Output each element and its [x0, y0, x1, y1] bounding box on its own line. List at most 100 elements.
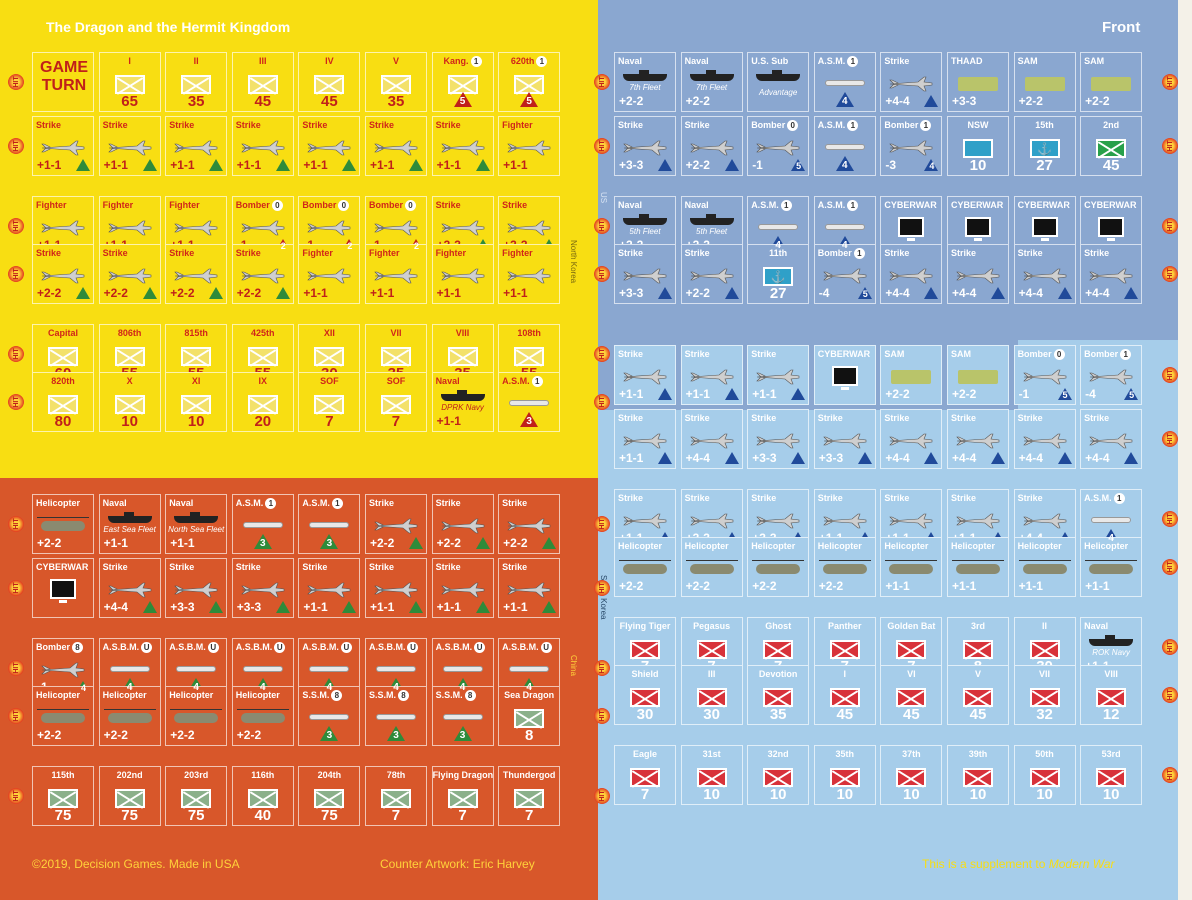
unit-symbol-icon: [630, 688, 660, 707]
counter: Helicopter +1-1: [946, 537, 1009, 597]
range-number: 3: [526, 416, 532, 427]
range-number: 2: [347, 241, 353, 251]
counter: Strike +4-4: [880, 244, 943, 304]
counter-label-text: 820th: [51, 376, 75, 386]
counter: Bomber 1 -4 5: [813, 244, 876, 304]
counter-label-text: A.S.M.: [817, 56, 846, 66]
counter-label: Strike: [369, 498, 394, 508]
counter-label: Strike: [103, 562, 128, 572]
counter-value: +2-2: [951, 387, 977, 401]
hit-marker-icon: HIT: [1160, 685, 1180, 705]
counter: Bomber 0 -1 5: [747, 116, 810, 176]
counter-value: +4-4: [685, 451, 710, 465]
counter-badge: 8: [397, 690, 409, 701]
missile-icon: [309, 666, 350, 672]
counter-value: +2-2: [685, 286, 710, 300]
counter-strength: 7: [325, 413, 334, 430]
counter: SOF 7: [364, 372, 427, 432]
counter-label-text: Strike: [235, 562, 261, 572]
counter-label: Strike: [884, 413, 909, 423]
range-triangle-icon: [990, 287, 1005, 299]
counter-label-text: 2nd: [1103, 120, 1120, 130]
counter-strength: 30: [636, 706, 654, 723]
counter: Strike +4-4: [880, 52, 943, 112]
counter-label-text: Capital: [47, 328, 78, 338]
counter-value: -1: [1018, 387, 1030, 401]
counter-label: A.S.B.M. U: [369, 642, 419, 653]
counter-label: Bomber 0: [751, 120, 799, 131]
counter-value: +2-2: [1085, 94, 1110, 108]
counter-label: Naval: [103, 498, 127, 508]
counter-label-text: A.S.B.M.: [368, 642, 406, 652]
hit-marker-icon: HIT: [592, 514, 612, 534]
counter-strength: 7: [391, 807, 401, 824]
counter-value: +3-3: [818, 451, 844, 465]
counter-label: A.S.M. 1: [502, 376, 543, 387]
counter: A.S.M. 1 4: [813, 116, 876, 176]
counter-strength: 10: [769, 786, 787, 803]
counter-badge: 1: [531, 376, 543, 387]
counter-label-text: Fighter: [169, 200, 200, 210]
counter-value: +1-1: [303, 600, 328, 614]
unit-symbol-icon: [247, 789, 278, 808]
counter-label: A.S.B.M. U: [236, 642, 286, 653]
counter: Strike +4-4: [946, 409, 1009, 469]
counter: Devotion 35: [747, 665, 810, 725]
counter-label-text: Strike: [1017, 493, 1043, 503]
counter-label: Strike: [751, 493, 776, 503]
aircraft-icon: [1022, 267, 1068, 285]
counter-strength: 32: [1036, 706, 1053, 723]
counter-label-text: 50th: [1035, 749, 1054, 759]
counter: Strike +2-2: [498, 494, 561, 554]
counter-value: +2-2: [37, 536, 62, 550]
counter: V 35: [364, 52, 427, 112]
counter: 37th 10: [880, 745, 943, 805]
range-triangle-icon: [724, 452, 739, 464]
counter-label: CYBERWAR: [1084, 200, 1136, 210]
counter-label-text: Shield: [631, 669, 659, 679]
counter-label: S.S.M. 8: [302, 690, 343, 701]
missile-icon: [309, 714, 350, 720]
ship-icon: [1089, 635, 1134, 646]
range-number: 4: [842, 160, 848, 171]
counter-label: CYBERWAR: [818, 349, 870, 359]
unit-symbol-icon: [48, 347, 78, 366]
counter-strength: 20: [254, 413, 272, 430]
counter-badge: 0: [271, 200, 283, 211]
counter: Helicopter +2-2: [165, 686, 228, 746]
counter-label: Strike: [884, 493, 909, 503]
unit-symbol-icon: [763, 688, 794, 707]
counter-value: +2-2: [236, 286, 262, 300]
counter-label-text: 3rd: [970, 621, 985, 631]
counter-badge: 0: [338, 200, 350, 211]
cyberwar-monitor-icon: [50, 579, 76, 603]
counter-label-text: THAAD: [950, 56, 983, 66]
range-number: 3: [459, 730, 466, 741]
counter-strength: 35: [387, 93, 405, 110]
counter: CYBERWAR: [813, 345, 876, 405]
counter: Fighter +1-1: [431, 244, 494, 304]
counter-label: Strike: [436, 200, 461, 210]
side-label-china: China: [569, 655, 578, 676]
counter-badge: 8: [331, 690, 343, 701]
hit-marker-icon: HIT: [1160, 765, 1180, 785]
counter: Helicopter +2-2: [32, 686, 94, 746]
counter-value: -1: [752, 158, 763, 172]
counter-value: +1-1: [303, 158, 328, 172]
range-number: 5: [1062, 390, 1068, 400]
counter-label: VI: [881, 669, 941, 679]
counter-value: -3: [885, 158, 897, 172]
counter-label-text: Naval: [618, 200, 643, 210]
hit-marker-icon: HIT: [6, 514, 26, 534]
range-triangle-icon: [1057, 388, 1072, 400]
counter-value: +2-2: [818, 579, 844, 593]
range-number: 4: [260, 682, 266, 693]
counter-label-text: Strike: [102, 248, 128, 258]
counter-label: S.S.M. 8: [436, 690, 476, 701]
unit-symbol-icon: [1096, 688, 1127, 707]
aircraft-icon: [622, 139, 668, 157]
us-counters: Naval 7th Fleet +2-2 Naval 7th Fleet +2-2 U.S.…: [614, 52, 1143, 304]
missile-icon: [824, 144, 865, 150]
counter-label-text: 115th: [51, 770, 75, 780]
range-triangle-icon: [990, 452, 1005, 464]
